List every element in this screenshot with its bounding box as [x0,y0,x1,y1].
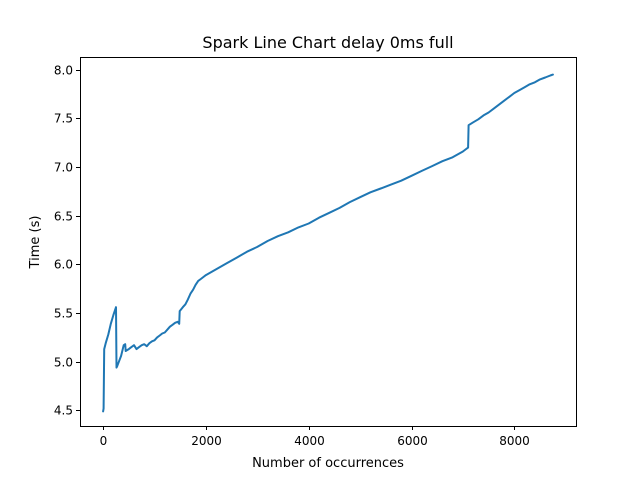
y-tick-label: 6.5 [54,210,73,224]
plot-frame [80,57,577,427]
x-tick-label: 8000 [499,434,530,448]
y-tick-label: 8.0 [54,64,73,78]
y-tick-label: 5.5 [54,307,73,321]
x-tick-label: 6000 [397,434,428,448]
chart-title: Spark Line Chart delay 0ms full [202,33,453,52]
series-line-1 [102,73,554,413]
x-axis: 0 2000 4000 6000 8000 [100,426,530,448]
y-tick-label: 4.5 [54,404,73,418]
y-tick-label: 7.0 [54,161,73,175]
plot-area [102,73,554,413]
x-tick-label: 2000 [191,434,222,448]
x-axis-label: Number of occurrences [252,456,404,471]
x-tick-label: 4000 [294,434,325,448]
y-axis-label: Time (s) [28,216,43,270]
y-axis: 4.5 5.0 5.5 6.0 6.5 7.0 7.5 8.0 [54,64,80,418]
y-tick-label: 5.0 [54,356,73,370]
y-tick-label: 7.5 [54,112,73,126]
x-tick-label: 0 [100,434,108,448]
y-tick-label: 6.0 [54,258,73,272]
